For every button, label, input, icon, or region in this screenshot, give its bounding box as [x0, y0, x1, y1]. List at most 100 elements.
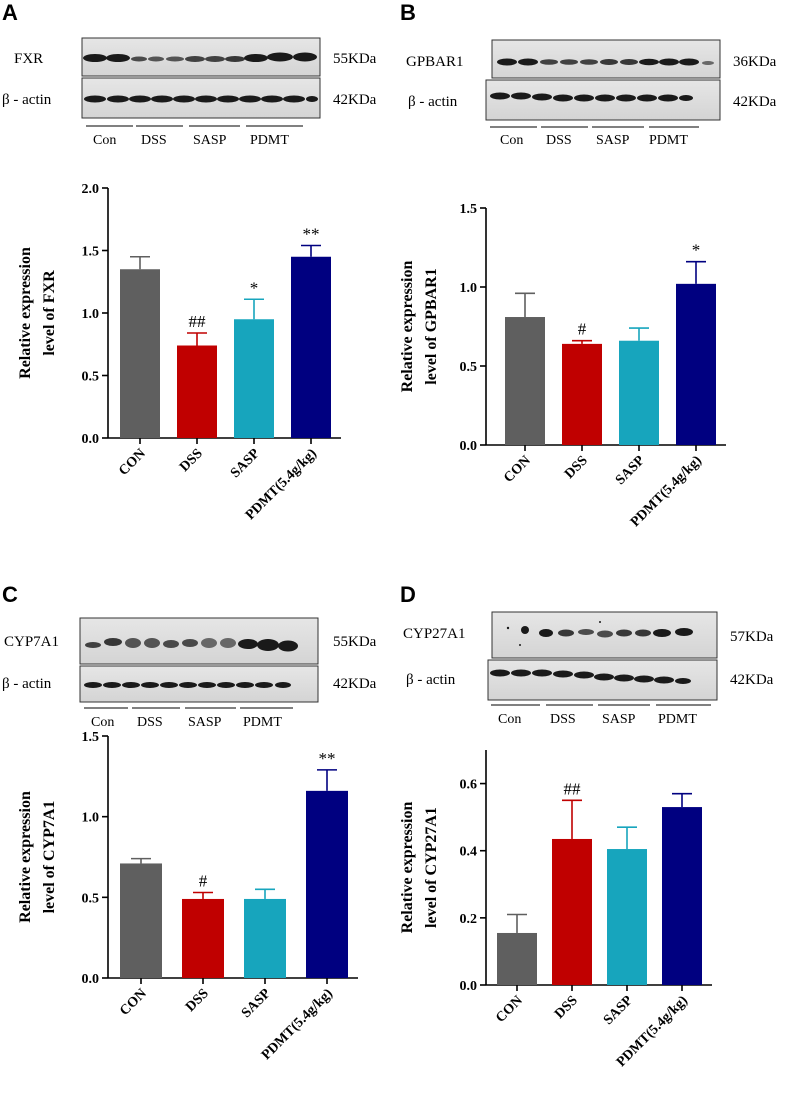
- y-tick-label: 1.5: [82, 245, 100, 260]
- blot-b-target-bands: [497, 58, 714, 66]
- y-axis-label-line2: level of CYP27A1: [423, 807, 440, 928]
- y-axis-label-line1: Relative expression: [399, 802, 416, 934]
- bar-chart-gpbar1: 0.0 0.5 1.0 1.5 Relative expression level of …: [399, 202, 726, 530]
- blot-c-control-bands: [84, 682, 291, 688]
- blot-d-control-label: β - actin: [406, 672, 456, 688]
- y-tick-label: 0.4: [460, 845, 478, 860]
- y-tick-label: 0.5: [460, 360, 478, 375]
- blot-a-group-sasp: SASP: [193, 133, 227, 148]
- blot-d-group-dss: DSS: [550, 712, 576, 727]
- blot-d-target-label: CYP27A1: [403, 626, 466, 642]
- blot-a-control-label: β - actin: [2, 92, 52, 108]
- panel-label-b: B: [400, 0, 416, 25]
- blot-c-control-label: β - actin: [2, 676, 52, 692]
- bar-con: [120, 269, 160, 438]
- blot-c-target-label: CYP7A1: [4, 634, 59, 650]
- y-tick-label: 1.5: [460, 202, 478, 217]
- category-label: SASP: [228, 446, 263, 481]
- blot-c-group-sasp: SASP: [188, 715, 222, 730]
- blot-c-target-kda: 55KDa: [333, 634, 377, 650]
- bar-dss: [552, 838, 592, 985]
- bar-dss: [177, 345, 217, 438]
- blot-b-group-sasp: SASP: [596, 133, 630, 148]
- significance-label: ##: [189, 312, 207, 331]
- bar-pdmt: [291, 256, 331, 438]
- blot-a-group-dss: DSS: [141, 133, 167, 148]
- y-tick-label: 1.0: [82, 811, 100, 826]
- y-tick-label: 0.0: [460, 979, 478, 994]
- blot-d-group-pdmt: PDMT: [658, 712, 697, 727]
- y-axis-label-line1: Relative expression: [17, 247, 34, 379]
- category-label: SASP: [239, 986, 274, 1021]
- significance-label: **: [319, 749, 336, 768]
- blot-b-control-bands: [490, 92, 693, 102]
- blot-d-group-con: Con: [498, 712, 521, 727]
- blot-a-control-kda: 42KDa: [333, 92, 377, 108]
- bar-pdmt: [676, 283, 716, 445]
- category-label: DSS: [183, 986, 212, 1015]
- y-axis-label-line1: Relative expression: [17, 791, 34, 923]
- bar-con: [505, 317, 545, 445]
- bar-chart-cyp7a1: 0.0 0.5 1.0 1.5 Relative expression level of …: [17, 730, 358, 1063]
- blot-b-control-label: β - actin: [408, 94, 458, 110]
- bar-chart-fxr: 0.0 0.5 1.0 1.5 2.0 Relative expression level …: [17, 182, 341, 523]
- y-tick-label: 0.0: [82, 972, 100, 987]
- significance-label: *: [250, 278, 259, 297]
- blot-b: GPBAR1 β - actin 36KDa 42KDa Con DSS SAS…: [406, 39, 777, 148]
- blot-b-group-dss: DSS: [546, 133, 572, 148]
- bar-dss: [182, 898, 224, 978]
- blot-c-group-con: Con: [91, 715, 114, 730]
- panel-label-c: C: [2, 582, 18, 607]
- y-tick-label: 0.2: [460, 912, 478, 927]
- y-tick-label: 1.0: [82, 307, 100, 322]
- bar-sasp: [244, 898, 286, 978]
- blot-a-control-bands: [84, 95, 318, 103]
- category-label: DSS: [552, 993, 581, 1022]
- category-label: DSS: [177, 446, 206, 475]
- blot-b-group-pdmt: PDMT: [649, 133, 688, 148]
- blot-d: CYP27A1 β - actin 57KDa 42KDa Con DSS SA…: [403, 611, 774, 727]
- blot-d-group-sasp: SASP: [602, 712, 636, 727]
- bar-sasp: [234, 319, 274, 438]
- bar-sasp: [619, 340, 659, 445]
- blot-c-group-pdmt: PDMT: [243, 715, 282, 730]
- category-label: CON: [501, 453, 534, 486]
- blot-b-target-label: GPBAR1: [406, 54, 464, 70]
- y-tick-label: 0.5: [82, 370, 100, 385]
- panel-label-a: A: [2, 0, 18, 25]
- significance-label: #: [578, 320, 587, 339]
- blot-d-target-bands: [506, 621, 693, 646]
- bar-pdmt: [662, 807, 702, 985]
- y-tick-label: 1.5: [82, 730, 100, 745]
- y-tick-label: 2.0: [82, 182, 100, 197]
- category-label: DSS: [562, 453, 591, 482]
- category-label: CON: [493, 993, 526, 1026]
- y-tick-label: 0.5: [82, 891, 100, 906]
- blot-a-target-label: FXR: [14, 51, 43, 67]
- blot-d-target-kda: 57KDa: [730, 629, 774, 645]
- blot-a-group-pdmt: PDMT: [250, 133, 289, 148]
- blot-b-target-kda: 36KDa: [733, 54, 777, 70]
- blot-a-target-bands: [83, 52, 317, 62]
- blot-a: FXR β - actin 55KDa 42KDa Con DSS SASP P…: [2, 37, 377, 148]
- panel-label-d: D: [400, 582, 416, 607]
- y-tick-label: 0.0: [460, 439, 478, 454]
- bar-pdmt: [306, 790, 348, 978]
- bar-con: [497, 932, 537, 985]
- y-axis-label-line2: level of GPBAR1: [423, 268, 440, 384]
- bar-dss: [562, 343, 602, 445]
- y-tick-label: 1.0: [460, 281, 478, 296]
- blot-a-target-kda: 55KDa: [333, 51, 377, 67]
- blot-b-group-con: Con: [500, 133, 523, 148]
- blot-b-control-kda: 42KDa: [733, 94, 777, 110]
- y-axis-label-line2: level of CYP7A1: [41, 801, 58, 914]
- y-axis-label-line2: level of FXR: [41, 270, 58, 356]
- blot-c-target-bands: [85, 638, 298, 652]
- y-axis-label-line1: Relative expression: [399, 261, 416, 393]
- blot-c-control-kda: 42KDa: [333, 676, 377, 692]
- blot-d-control-bands: [490, 669, 691, 684]
- blot-c-group-dss: DSS: [137, 715, 163, 730]
- blot-d-control-kda: 42KDa: [730, 672, 774, 688]
- bar-chart-cyp27a1: 0.0 0.2 0.4 0.6 Relative expression level of …: [399, 750, 712, 1070]
